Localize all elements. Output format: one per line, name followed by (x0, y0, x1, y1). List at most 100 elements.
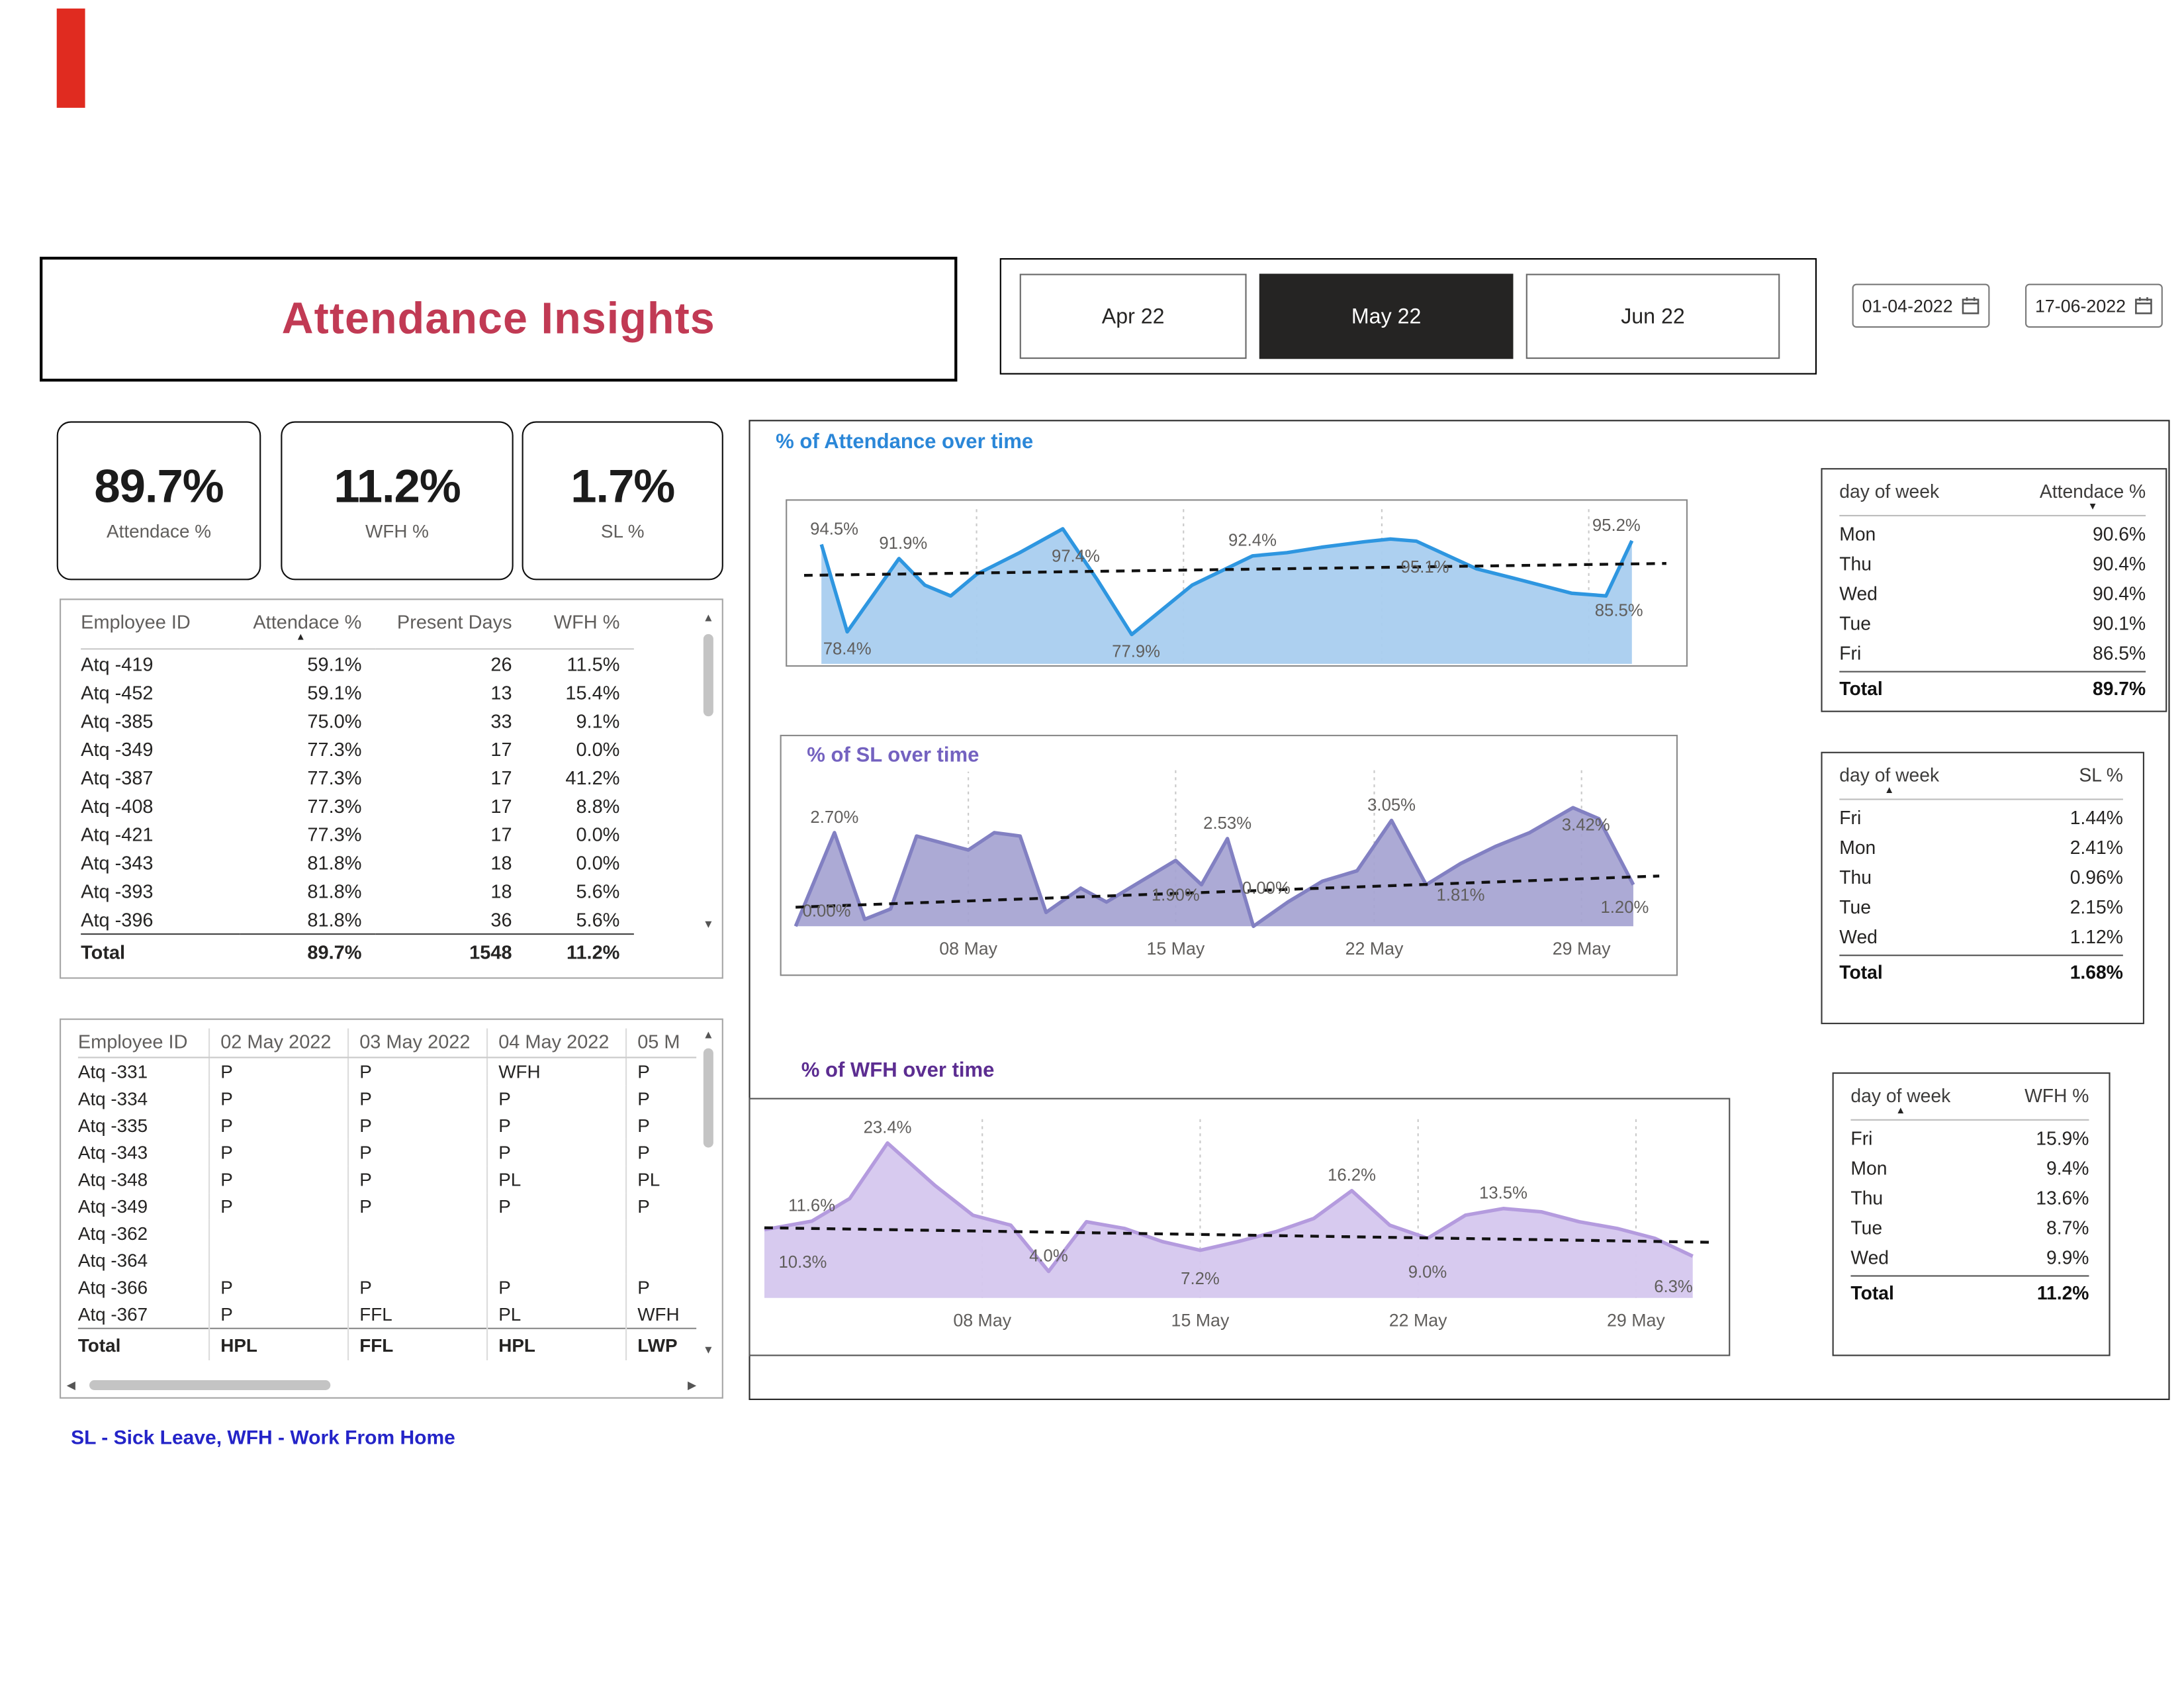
daily-row[interactable]: Atq -348 P P PL PL (77, 1166, 697, 1194)
day-row[interactable]: Wed 90.4% (1839, 579, 2146, 608)
daily-row[interactable]: Atq -331 P P WFH P (78, 1057, 697, 1086)
cell: P (485, 1274, 626, 1301)
cell: Thu (1839, 553, 1872, 575)
day-row[interactable]: Thu 0.96% (1839, 863, 2123, 892)
col-employee-id[interactable]: Employee ID (81, 608, 240, 650)
data-label: 11.6% (788, 1197, 835, 1215)
sl-chart[interactable]: 08 May 15 May 22 May 29 May 2.70% 0.00% 1.90% 2… (780, 735, 1678, 976)
tab-jun-22[interactable]: Jun 22 (1525, 273, 1780, 359)
scroll-left-icon[interactable]: ◀ (66, 1378, 75, 1392)
day-row[interactable]: Thu 90.4% (1839, 549, 2146, 579)
col-day-of-week[interactable]: day of week (1839, 481, 1940, 502)
cell: P (346, 1274, 487, 1301)
employee-row[interactable]: Atq -452 59.1% 13 15.4% (81, 678, 634, 706)
day-row[interactable]: Fri 15.9% (1850, 1123, 2089, 1153)
tab-may-22[interactable]: May 22 (1259, 273, 1514, 359)
total-05-may: LWP (624, 1327, 697, 1361)
employee-row[interactable]: Atq -393 81.8% 18 5.6% (81, 876, 634, 905)
cell: 75.0% (307, 710, 362, 731)
scrollbar-thumb[interactable] (89, 1380, 331, 1391)
col-day-of-week[interactable]: day of week (1850, 1085, 1951, 1107)
cell: P (624, 1057, 697, 1086)
col-day-of-week[interactable]: day of week (1839, 765, 1940, 786)
col-05-may[interactable]: 05 M (624, 1028, 697, 1058)
daily-row[interactable]: Atq -367 P FFL PL WFH (78, 1301, 697, 1329)
day-row[interactable]: Thu 13.6% (1850, 1183, 2089, 1213)
cell: 18 (490, 880, 512, 902)
daily-row[interactable]: Atq -349 P P P P (78, 1193, 697, 1220)
day-row[interactable]: Tue 2.15% (1839, 892, 2123, 922)
cell: Atq -421 (81, 823, 154, 845)
cell: Atq -348 (77, 1168, 148, 1190)
cell: 59.1% (307, 653, 362, 675)
daily-row[interactable]: Atq -343 P P P P (78, 1139, 697, 1166)
cell: Tue (1839, 612, 1871, 634)
date-from-field[interactable]: 01-04-2022 (1852, 283, 1990, 328)
day-row[interactable]: Mon 90.6% (1839, 519, 2146, 549)
col-employee-id[interactable]: Employee ID (77, 1028, 209, 1058)
data-label: 77.9% (1112, 643, 1160, 661)
series-line (819, 527, 1634, 637)
scroll-up-icon[interactable]: ▲ (702, 611, 714, 624)
col-sl-pct[interactable]: SL % (2079, 765, 2123, 786)
employee-row[interactable]: Atq -421 77.3% 17 0.0% (81, 820, 634, 849)
horizontal-scrollbar[interactable]: ◀ ▶ (66, 1377, 697, 1395)
cell: Thu (1839, 867, 1872, 888)
cell: 18 (490, 851, 512, 873)
col-02-may[interactable]: 02 May 2022 (207, 1028, 348, 1058)
scroll-up-icon[interactable]: ▲ (702, 1028, 714, 1041)
day-row[interactable]: Wed 9.9% (1850, 1243, 2089, 1272)
vertical-scrollbar[interactable]: ▲ ▼ (699, 611, 718, 932)
calendar-icon[interactable] (1962, 297, 1980, 315)
data-label: 0.00% (803, 902, 851, 920)
daily-row[interactable]: Atq -362 (78, 1219, 697, 1247)
cell: P (624, 1112, 697, 1139)
cell: P (485, 1085, 626, 1113)
day-row[interactable]: Tue 8.7% (1850, 1213, 2089, 1243)
daily-row[interactable]: Atq -334 P P P P (78, 1085, 697, 1113)
col-03-may[interactable]: 03 May 2022 (346, 1028, 487, 1058)
day-row[interactable]: Fri 86.5% (1839, 638, 2146, 668)
col-attendance-pct[interactable]: Attendace % ▲ (240, 608, 376, 650)
col-attendance-pct[interactable]: Attendace % (2039, 481, 2146, 502)
employee-row[interactable]: Atq -419 59.1% 26 11.5% (81, 649, 634, 678)
tab-apr-22[interactable]: Apr 22 (1019, 273, 1247, 359)
total-label: Total (81, 933, 240, 969)
scroll-right-icon[interactable]: ▶ (687, 1378, 697, 1392)
sort-asc-icon: ▲ (1895, 1106, 1906, 1117)
col-wfh-pct[interactable]: WFH % (2025, 1085, 2089, 1107)
employee-row[interactable]: Atq -385 75.0% 33 9.1% (81, 706, 634, 735)
col-wfh-pct[interactable]: WFH % (526, 608, 634, 650)
date-to-field[interactable]: 17-06-2022 (2025, 283, 2163, 328)
employee-row[interactable]: Atq -387 77.3% 17 41.2% (81, 763, 634, 792)
day-row[interactable]: Mon 2.41% (1839, 833, 2123, 863)
scroll-down-icon[interactable]: ▼ (702, 917, 714, 931)
calendar-icon[interactable] (2134, 297, 2153, 315)
daily-row[interactable]: Atq -335 P P P P (78, 1112, 697, 1139)
scroll-down-icon[interactable]: ▼ (702, 1343, 714, 1356)
employee-row[interactable]: Atq -349 77.3% 17 0.0% (81, 735, 634, 763)
employee-row[interactable]: Atq -396 81.8% 36 5.6% (81, 905, 634, 934)
cell: Mon (1850, 1157, 1888, 1179)
cell: P (346, 1112, 487, 1139)
scrollbar-thumb[interactable] (703, 633, 713, 717)
col-present-days[interactable]: Present Days (375, 608, 527, 650)
day-row[interactable]: Fri 1.44% (1839, 803, 2123, 833)
col-04-may[interactable]: 04 May 2022 (485, 1028, 626, 1058)
daily-row[interactable]: Atq -364 (78, 1246, 697, 1274)
day-row[interactable]: Tue 90.1% (1839, 608, 2146, 638)
daily-row[interactable]: Atq -366 P P P P (78, 1274, 697, 1301)
data-label: 1.20% (1601, 898, 1649, 917)
series-line (764, 1141, 1694, 1274)
scrollbar-thumb[interactable] (703, 1048, 713, 1148)
employee-row[interactable]: Atq -343 81.8% 18 0.0% (81, 848, 634, 876)
day-row[interactable]: Wed 1.12% (1839, 922, 2123, 952)
cell: Atq -393 (81, 880, 154, 902)
employee-row[interactable]: Atq -408 77.3% 17 8.8% (81, 792, 634, 820)
vertical-scrollbar[interactable]: ▲ ▼ (699, 1028, 718, 1358)
wfh-chart[interactable]: 08 May 15 May 22 May 29 May 11.6% 10.3% 23.4% 4… (749, 1098, 1731, 1356)
kpi-wfh-label: WFH % (365, 520, 429, 542)
attendance-chart[interactable]: 94.5% 91.9% 97.4% 92.4% 95.1% 95.2% 85.5% 78.4%… (786, 499, 1688, 667)
cell: 17 (490, 767, 512, 788)
day-row[interactable]: Mon 9.4% (1850, 1153, 2089, 1183)
